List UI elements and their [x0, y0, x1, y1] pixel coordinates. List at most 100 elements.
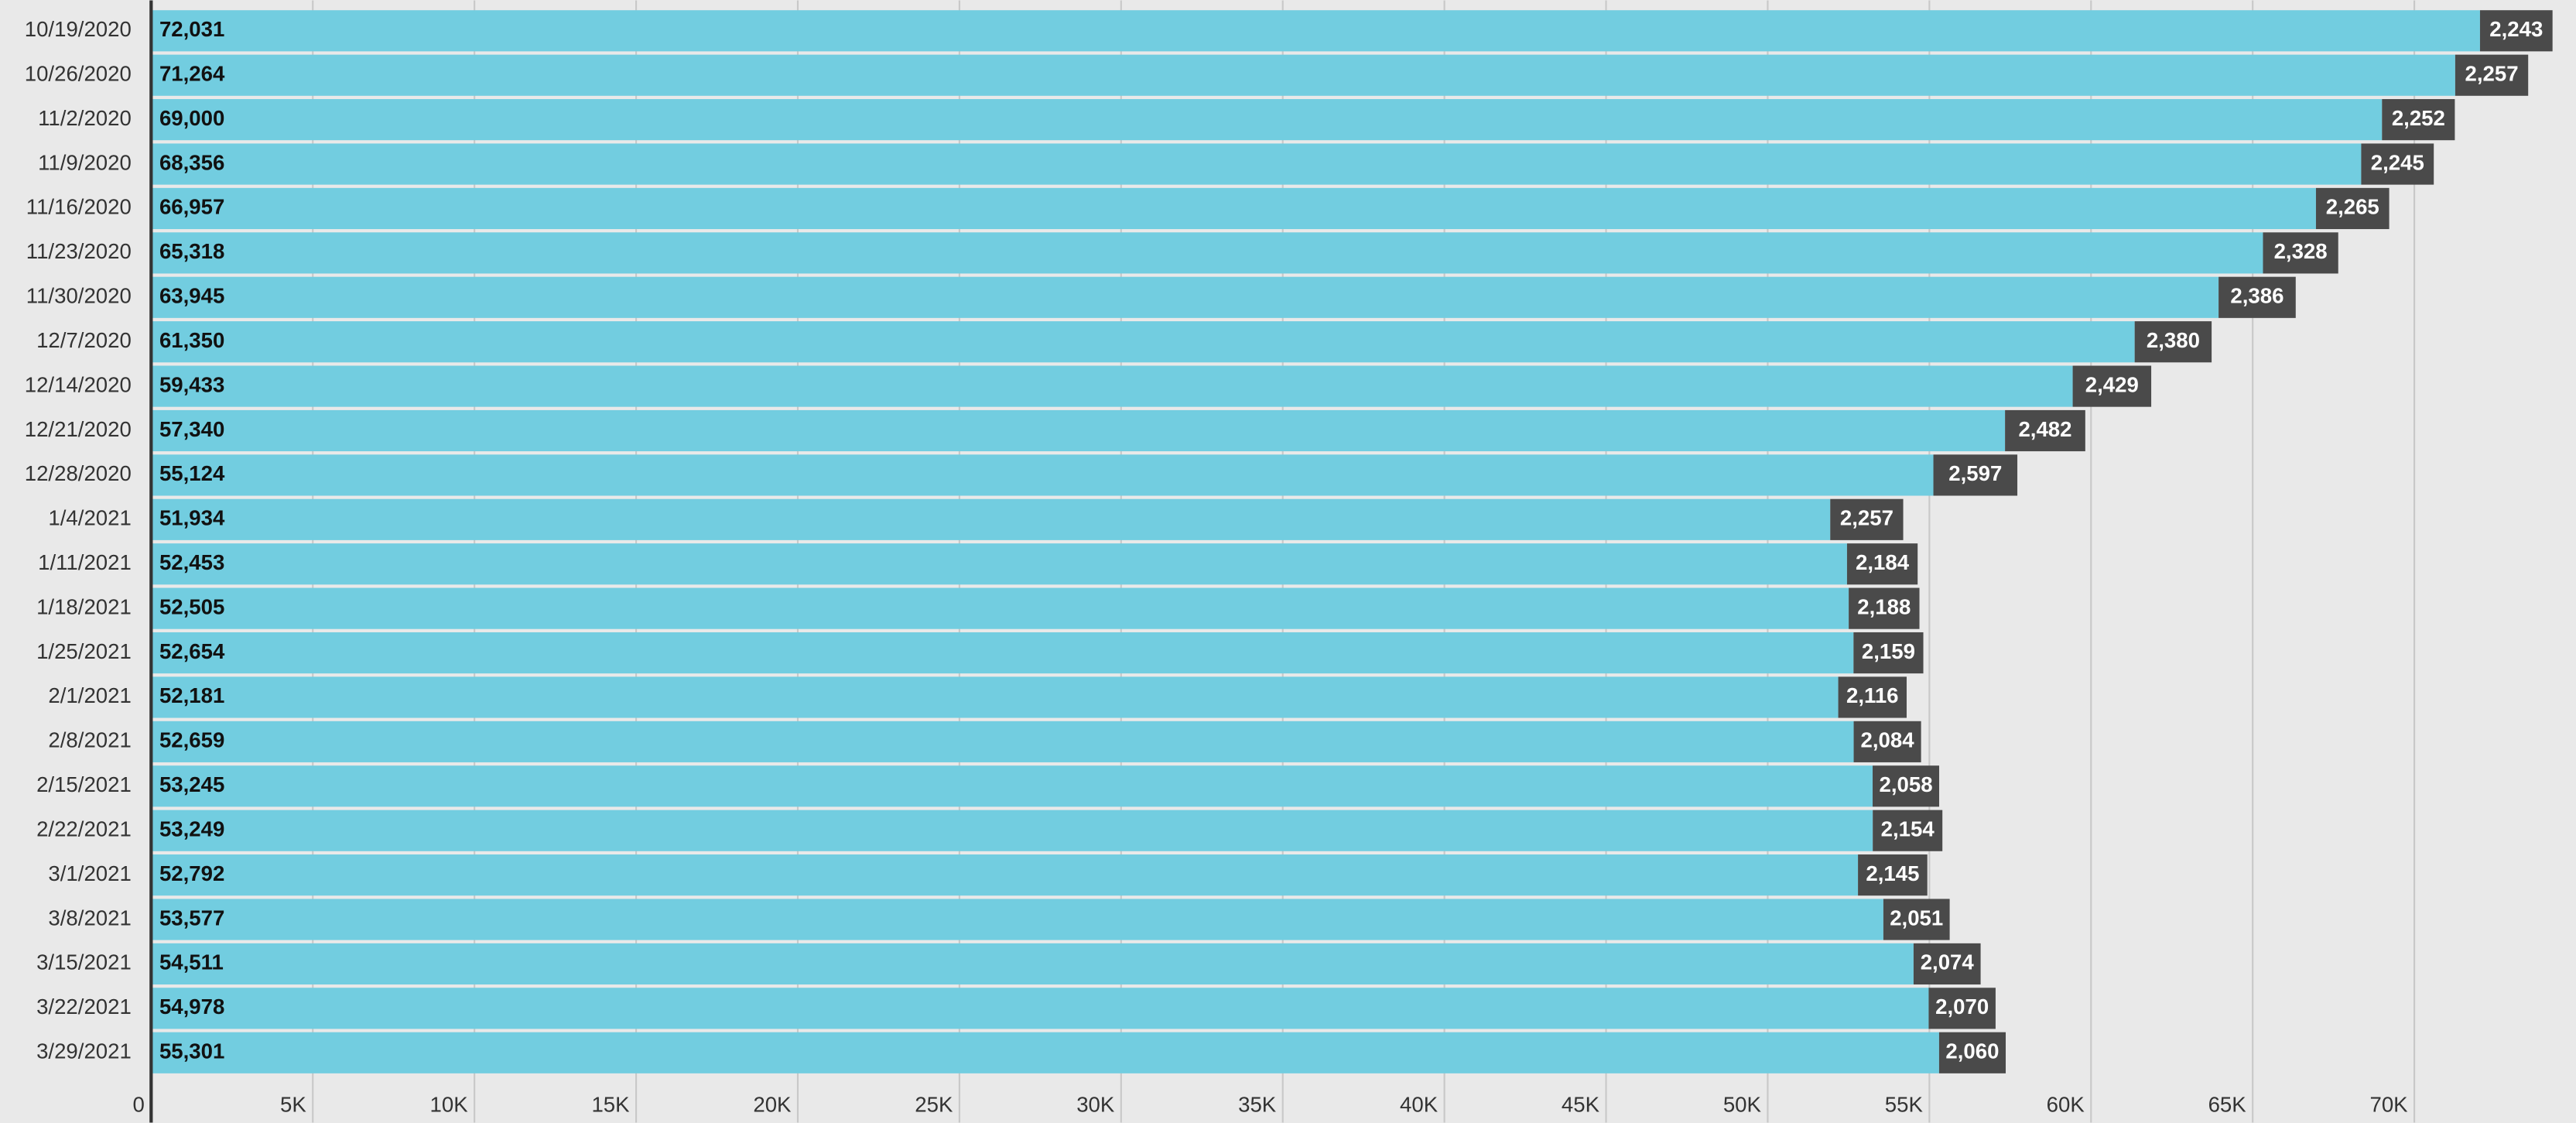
x-tick-label: 30K: [1076, 1093, 1115, 1117]
x-tick-label: 25K: [915, 1093, 953, 1117]
bar-segment: [1883, 899, 1950, 940]
y-tick-label: 11/9/2020: [38, 150, 132, 174]
bar-segment: [151, 988, 1929, 1029]
y-tick-label: 12/14/2020: [25, 372, 132, 396]
bar-segment: [151, 187, 2316, 230]
x-tick-label: 45K: [1562, 1093, 1600, 1117]
data-label: 71,264: [159, 61, 225, 85]
data-label: 2,058: [1879, 772, 1932, 796]
bar-segment: [1873, 765, 1940, 807]
bar-segment: [2005, 409, 2085, 452]
bar-segment: [151, 454, 1934, 496]
bar-segment: [2072, 365, 2152, 407]
y-tick-label: 2/8/2021: [48, 728, 131, 752]
bar-segment: [151, 765, 1873, 807]
y-tick-label: 3/29/2021: [36, 1039, 132, 1063]
data-label: 52,505: [159, 594, 224, 618]
y-tick-label: 3/1/2021: [48, 861, 131, 885]
bar-segment: [151, 10, 2480, 52]
data-label: 52,659: [159, 728, 224, 752]
data-label: 53,577: [159, 906, 224, 930]
y-tick-label: 1/4/2021: [48, 506, 131, 530]
data-label: 2,051: [1890, 906, 1943, 930]
y-tick-label: 2/22/2021: [36, 817, 132, 841]
data-label: 69,000: [159, 106, 224, 130]
data-label: 2,380: [2147, 328, 2200, 352]
data-label: 2,245: [2371, 150, 2424, 174]
bar-segment: [151, 632, 1854, 674]
y-tick-label: 2/15/2021: [36, 772, 132, 796]
data-label: 61,350: [159, 328, 224, 352]
data-label: 68,356: [159, 150, 224, 174]
bar-segment: [151, 276, 2219, 318]
x-tick-label: 35K: [1238, 1093, 1277, 1117]
x-tick-label: 40K: [1400, 1093, 1439, 1117]
y-tick-label: 11/30/2020: [26, 284, 132, 308]
bar-segment: [151, 543, 1847, 585]
data-label: 2,084: [1861, 728, 1915, 752]
bar-segment: [1853, 721, 1921, 762]
bar-segment: [1830, 498, 1904, 540]
bar-segment: [2134, 321, 2212, 363]
y-tick-label: 11/2/2020: [38, 106, 132, 130]
data-label: 59,433: [159, 372, 224, 396]
data-label: 52,181: [159, 683, 224, 707]
x-tick-label: 65K: [2208, 1093, 2247, 1117]
bar-segment: [151, 810, 1873, 851]
data-label: 2,070: [1935, 995, 1989, 1019]
data-label: 53,245: [159, 772, 224, 796]
bar-segment: [1849, 587, 1920, 629]
y-tick-label: 3/22/2021: [36, 995, 132, 1019]
bar-segment: [151, 365, 2073, 407]
data-label: 2,145: [1866, 861, 1919, 885]
bar-segment: [2315, 187, 2390, 230]
data-label: 52,453: [159, 550, 224, 574]
bar-segment: [2479, 10, 2553, 52]
data-label: 2,060: [1945, 1039, 1999, 1063]
data-label: 2,386: [2230, 284, 2284, 308]
y-tick-label: 11/16/2020: [26, 195, 132, 219]
data-label: 53,249: [159, 817, 224, 841]
y-tick-label: 12/28/2020: [25, 461, 132, 485]
bar-segment: [1933, 454, 2018, 496]
data-label: 55,124: [159, 461, 225, 485]
bar-segment: [1838, 676, 1907, 718]
y-tick-label: 10/19/2020: [25, 17, 132, 41]
bar-segment: [151, 676, 1839, 718]
data-label: 2,265: [2326, 195, 2379, 219]
bar-segment: [2263, 232, 2338, 274]
data-label: 2,597: [1948, 461, 2002, 485]
bar-segment: [1928, 988, 1996, 1029]
bar-segment: [151, 143, 2362, 185]
data-label: 2,184: [1856, 550, 1910, 574]
bars: [151, 10, 2553, 1073]
y-tick-label: 12/21/2020: [25, 417, 132, 441]
bar-segment: [151, 721, 1854, 762]
data-label: 2,188: [1857, 594, 1911, 618]
x-tick-label: 0: [132, 1093, 144, 1117]
bar-segment: [151, 232, 2263, 274]
y-tick-label: 1/11/2021: [38, 550, 132, 574]
x-tick-label: 5K: [280, 1093, 306, 1117]
bar-segment: [151, 498, 1831, 540]
bar-segment: [1853, 632, 1924, 674]
data-label: 2,243: [2489, 17, 2543, 41]
bar-segment: [2455, 54, 2529, 96]
bar-segment: [151, 854, 1859, 896]
bar-segment: [151, 409, 2006, 452]
bar-segment: [1846, 543, 1918, 585]
bar-segment: [151, 99, 2383, 141]
y-tick-label: 1/18/2021: [36, 594, 132, 618]
x-tick-label: 15K: [591, 1093, 630, 1117]
bar-segment: [2219, 276, 2296, 318]
data-label: 2,257: [2465, 61, 2519, 85]
data-label: 65,318: [159, 239, 224, 263]
data-label: 66,957: [159, 195, 224, 219]
y-tick-label: 10/26/2020: [25, 61, 132, 85]
bar-segment: [2361, 143, 2434, 185]
data-label: 63,945: [159, 284, 224, 308]
data-label: 2,159: [1862, 639, 1915, 663]
y-tick-label: 3/8/2021: [48, 906, 131, 930]
